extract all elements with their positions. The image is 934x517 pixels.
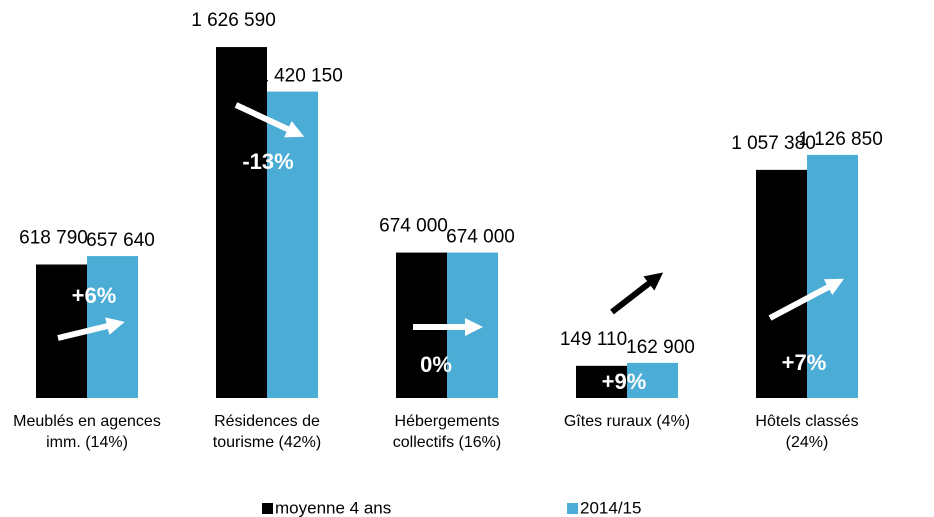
bar (576, 365, 627, 398)
legend-swatch (262, 503, 273, 514)
legend-swatch (567, 503, 578, 514)
change-annotation: +6% (72, 283, 117, 308)
value-label: 149 110 (560, 329, 627, 350)
bar (807, 154, 858, 398)
x-tick-label: Résidences de tourisme (42%) (212, 413, 322, 451)
bar (216, 47, 267, 399)
x-tick-label: Hébergements collectifs (16%) (392, 413, 502, 451)
change-annotation: +7% (782, 350, 827, 375)
change-annotation: +9% (602, 369, 647, 394)
x-tick-label: Meublés en agences imm. (14%) (13, 413, 161, 451)
value-label: 618 790 (19, 228, 88, 249)
value-label: 674 000 (446, 227, 515, 248)
change-annotation: 0% (420, 352, 452, 377)
value-label: 674 000 (379, 216, 448, 237)
trend-arrow (610, 272, 664, 315)
legend-label: moyenne 4 ans (275, 498, 391, 517)
change-annotation: -13% (242, 149, 293, 174)
value-label: 1 057 380 (731, 133, 816, 154)
x-tick-label: Gîtes ruraux (4%) (563, 413, 691, 430)
legend-label: 2014/15 (580, 498, 641, 517)
bar (267, 91, 318, 398)
x-tick-label: Hôtels classés (24%) (755, 413, 859, 451)
value-label: 1 626 590 (191, 10, 276, 31)
value-label: 1 126 850 (798, 129, 883, 150)
bar (756, 169, 807, 398)
value-label: 162 900 (626, 337, 695, 358)
value-label: 657 640 (86, 230, 155, 251)
value-label: 1 420 150 (258, 66, 343, 87)
trend-arrow (234, 102, 305, 138)
trend-arrow (57, 317, 125, 341)
trend-arrow (768, 278, 844, 321)
bar (627, 362, 678, 398)
